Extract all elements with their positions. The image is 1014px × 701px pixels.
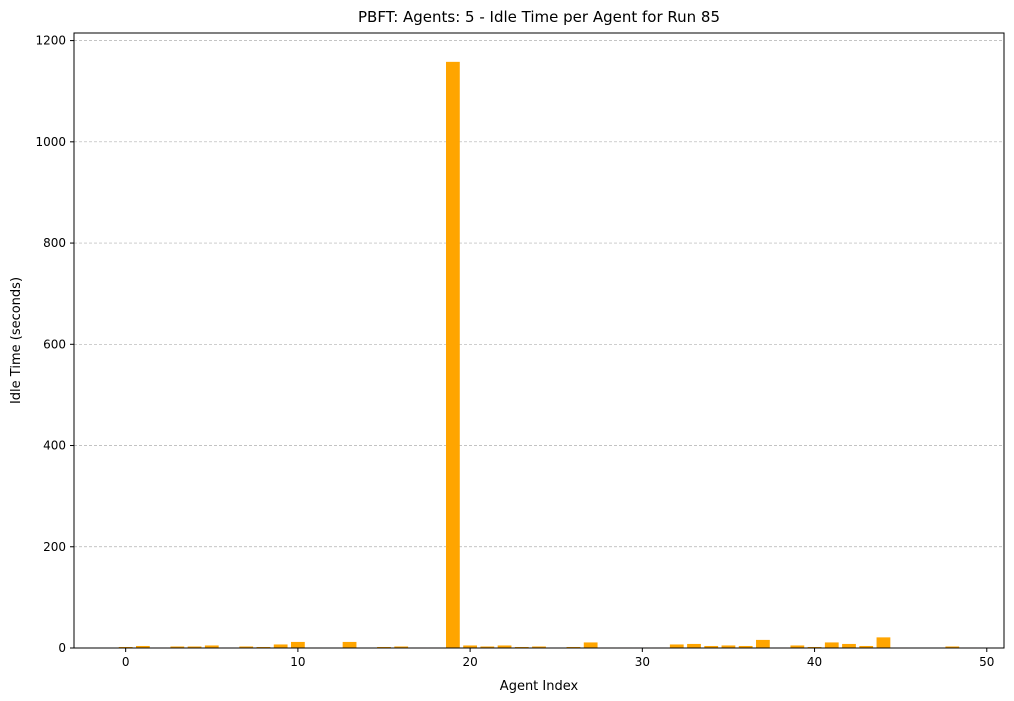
- bar: [291, 641, 305, 648]
- bar: [497, 645, 512, 648]
- bar: [738, 645, 753, 648]
- bar: [704, 645, 719, 648]
- bar: [394, 646, 409, 648]
- bar: [876, 637, 891, 648]
- bar: [532, 646, 546, 648]
- bar: [566, 646, 581, 648]
- bar: [842, 643, 856, 648]
- y-tick-label: 200: [43, 540, 66, 554]
- plot-frame: [73, 32, 1005, 649]
- bar: [256, 646, 271, 648]
- grid-lines: [74, 40, 1004, 548]
- y-tick-label: 1000: [35, 135, 66, 149]
- bar: [687, 643, 701, 648]
- bar: [583, 642, 598, 648]
- x-tick-label: 0: [122, 655, 130, 669]
- y-tick-label: 400: [43, 439, 66, 453]
- bar: [859, 645, 874, 648]
- bar: [721, 645, 736, 648]
- y-tick-label: 0: [58, 641, 66, 655]
- bar: [446, 61, 460, 648]
- x-tick-label: 50: [979, 655, 994, 669]
- bar: [118, 646, 133, 648]
- y-tick-label: 1200: [35, 34, 66, 48]
- bar: [480, 646, 495, 648]
- y-tick-label: 600: [43, 337, 66, 351]
- bar: [170, 646, 185, 648]
- chart-title: PBFT: Agents: 5 - Idle Time per Agent fo…: [358, 8, 720, 26]
- bar: [669, 644, 684, 648]
- bar: [204, 645, 219, 648]
- x-tick-label: 40: [807, 655, 822, 669]
- bar: [945, 646, 960, 648]
- x-axis-label: Agent Index: [500, 679, 579, 694]
- bars: [118, 61, 977, 648]
- x-tick-label: 10: [290, 655, 305, 669]
- y-axis-ticks: 0 200 400 600 800 1000 1200: [35, 34, 74, 655]
- bar: [463, 645, 477, 648]
- bar: [377, 646, 391, 648]
- bar: [136, 645, 150, 648]
- x-tick-label: 20: [462, 655, 477, 669]
- bar: [239, 646, 254, 648]
- bar: [807, 646, 822, 648]
- bar: [790, 645, 805, 648]
- y-axis-label: Idle Time (seconds): [9, 277, 24, 404]
- x-axis-ticks: 0 10 20 30 40 50: [122, 648, 994, 669]
- x-tick-label: 30: [635, 655, 650, 669]
- bar: [824, 642, 839, 648]
- bar: [514, 646, 529, 648]
- bar: [342, 641, 357, 648]
- y-tick-label: 800: [43, 236, 66, 250]
- bar: [187, 646, 202, 648]
- bar: [756, 639, 770, 648]
- bar: [273, 644, 288, 648]
